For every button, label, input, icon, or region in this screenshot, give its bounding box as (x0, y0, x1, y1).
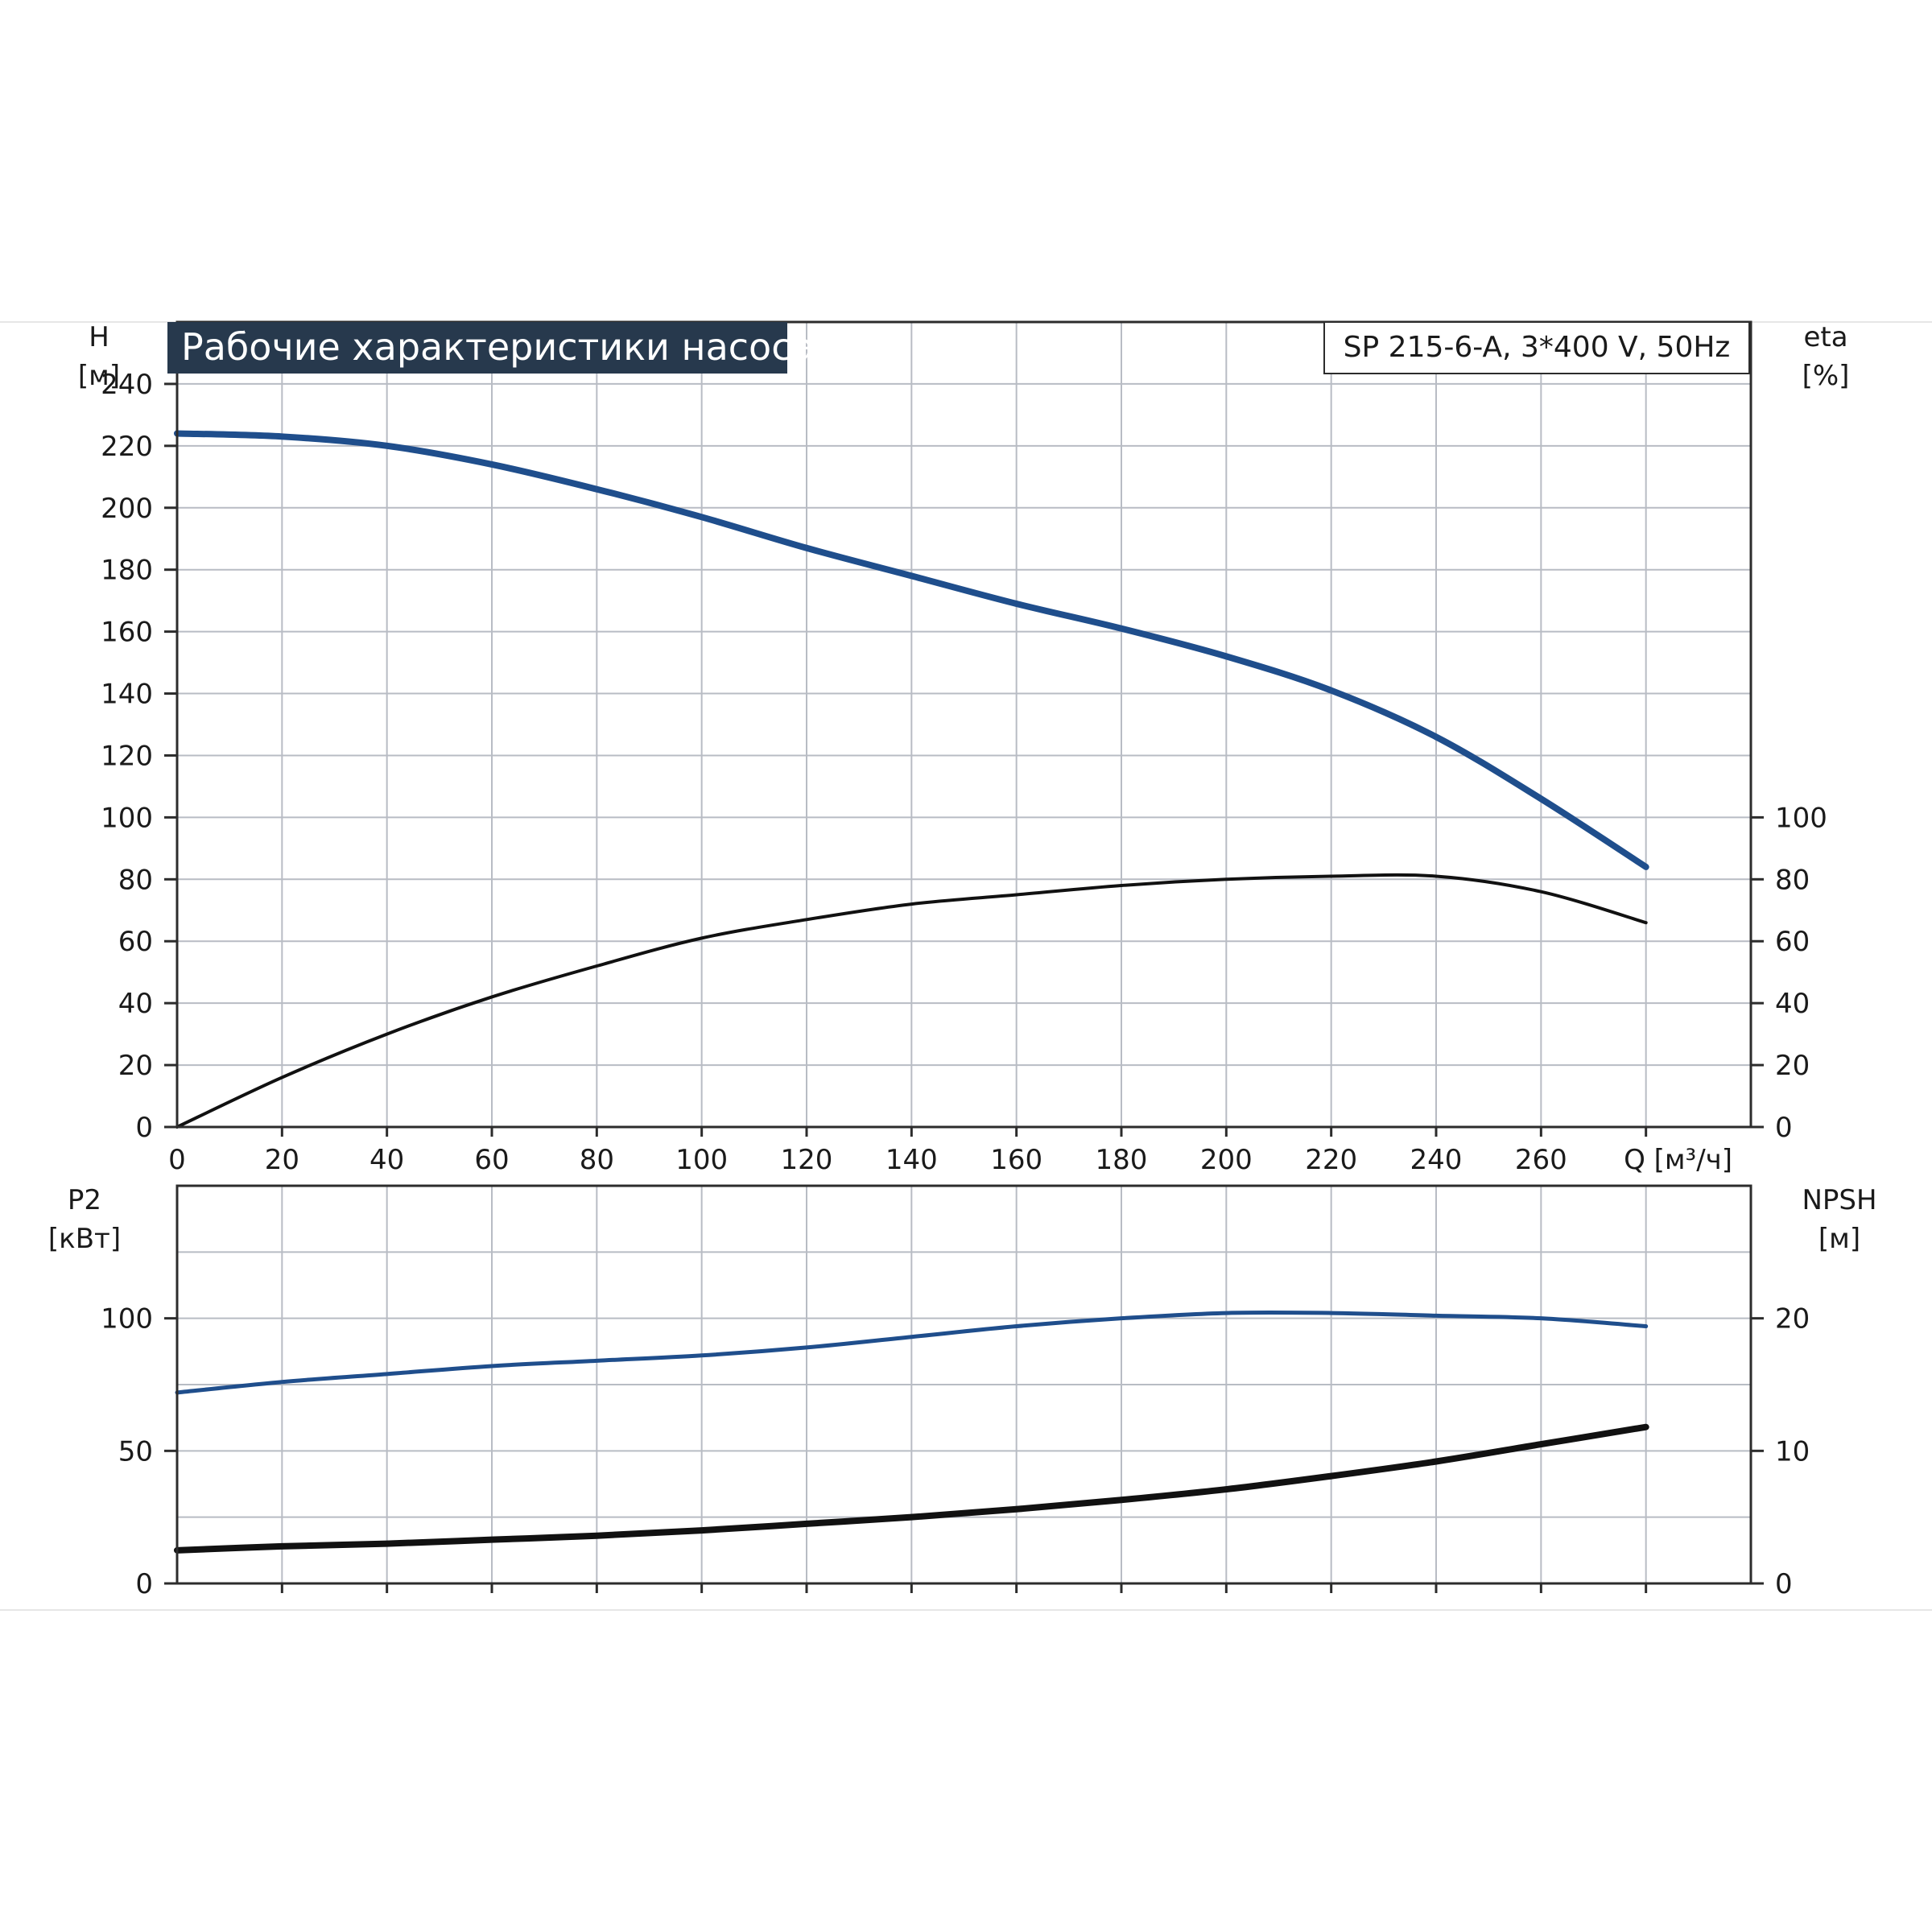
lower-left-tick-label: 0 (135, 1568, 153, 1600)
upper-right-tick-label: 40 (1775, 988, 1810, 1020)
upper-left-tick-label: 60 (118, 926, 153, 958)
upper-left-tick-label: 40 (118, 988, 153, 1020)
upper-panel: 0204060801001201401601802002202400204060… (101, 320, 1827, 1176)
title-box (167, 322, 787, 374)
axis-labels: H [м] eta [%] P2 [кВт] NPSH [м] (48, 321, 1877, 1255)
x-tick-label: 40 (369, 1144, 404, 1176)
upper-left-tick-label: 240 (101, 369, 153, 401)
upper-left-tick-label: 220 (101, 431, 153, 463)
x-tick-label: 160 (990, 1144, 1042, 1176)
npsh-axis-label-name: NPSH (1802, 1184, 1876, 1216)
lower-frame (175, 1184, 1752, 1585)
model-label: SP 215-6-A, 3*400 V, 50Hz (1344, 331, 1731, 364)
upper-left-tick-label: 180 (101, 555, 153, 587)
chart-title: Рабочие характеристики насоса (181, 325, 815, 369)
x-tick-label: 120 (781, 1144, 833, 1176)
x-tick-label: 260 (1515, 1144, 1567, 1176)
upper-left-tick-label: 200 (101, 493, 153, 525)
upper-right-tick-label: 80 (1775, 864, 1810, 896)
lower-series-1-line (174, 1423, 1649, 1554)
lower-grid (177, 1185, 1751, 1583)
upper-left-tick-label: 120 (101, 740, 153, 772)
upper-left-tick-label: 80 (118, 864, 153, 896)
eta-axis-label-unit: [%] (1802, 360, 1850, 392)
lower-right-tick-label: 0 (1775, 1568, 1793, 1600)
npsh-axis-label-unit: [м] (1818, 1223, 1860, 1255)
x-tick-label: 220 (1305, 1144, 1357, 1176)
x-tick-label: 200 (1200, 1144, 1253, 1176)
upper-right-tick-label: 60 (1775, 926, 1810, 958)
lower-left-tick-label: 50 (118, 1435, 153, 1468)
x-tick-label: 60 (474, 1144, 509, 1176)
model-box (1323, 321, 1750, 374)
upper-frame (175, 320, 1752, 1129)
x-tick-label: 240 (1410, 1144, 1463, 1176)
x-tick-label: 80 (580, 1144, 614, 1176)
upper-left-tick-label: 100 (101, 802, 153, 834)
x-tick-label: 100 (675, 1144, 728, 1176)
x-axis-label: Q [м³/ч] (1624, 1144, 1732, 1176)
p2-axis-label-unit: [кВт] (48, 1223, 121, 1255)
upper-grid (177, 321, 1751, 1127)
upper-right-tick-label: 100 (1775, 802, 1827, 834)
lower-series (174, 1310, 1649, 1554)
lower-panel: 0 50 100 0 10 20 (101, 1184, 1810, 1600)
p2-axis-label-name: P2 (68, 1184, 101, 1216)
lower-series-0-line (175, 1310, 1649, 1395)
lower-right-tick-label: 10 (1775, 1435, 1810, 1468)
lower-right-tick-label: 20 (1775, 1303, 1810, 1335)
x-tick-label: 0 (168, 1144, 186, 1176)
h-axis-label-name: H (89, 321, 109, 353)
upper-left-tick-label: 140 (101, 679, 153, 711)
x-tick-label: 180 (1096, 1144, 1148, 1176)
upper-ticks: 0204060801001201401601802002202400204060… (101, 369, 1827, 1176)
lower-left-tick-label: 100 (101, 1303, 153, 1335)
upper-series-0-line (174, 430, 1649, 870)
upper-left-tick-label: 0 (135, 1112, 153, 1144)
upper-left-tick-label: 160 (101, 617, 153, 649)
upper-series (174, 430, 1649, 1129)
x-tick-label: 140 (886, 1144, 938, 1176)
lower-ticks: 0 50 100 0 10 20 (101, 1303, 1810, 1600)
upper-right-tick-label: 0 (1775, 1112, 1793, 1144)
h-axis-label-unit: [м] (78, 360, 120, 392)
x-tick-label: 20 (265, 1144, 299, 1176)
upper-series-1-line (175, 873, 1648, 1129)
upper-right-tick-label: 20 (1775, 1050, 1810, 1082)
eta-axis-label-name: eta (1803, 321, 1847, 353)
upper-left-tick-label: 20 (118, 1050, 153, 1082)
